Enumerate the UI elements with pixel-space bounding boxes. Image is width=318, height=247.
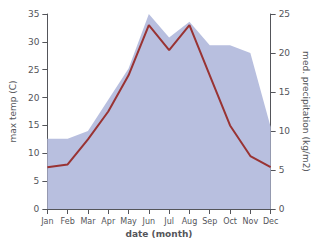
svg-text:date (month): date (month) [126,229,193,239]
svg-text:Nov: Nov [243,217,259,226]
svg-text:Dec: Dec [263,217,278,226]
svg-text:5: 5 [34,176,40,186]
svg-text:Mar: Mar [80,217,96,226]
svg-text:Aug: Aug [182,217,198,226]
svg-text:Apr: Apr [101,217,116,226]
svg-text:10: 10 [28,148,40,158]
svg-text:max temp (C): max temp (C) [8,80,18,142]
svg-text:med. precipitation (kg/m2): med. precipitation (kg/m2) [301,51,311,172]
svg-text:Feb: Feb [61,217,75,226]
svg-text:Jul: Jul [163,217,174,226]
svg-text:5: 5 [279,165,285,175]
svg-text:15: 15 [279,87,290,97]
svg-text:Jan: Jan [40,217,53,226]
svg-text:Oct: Oct [223,217,237,226]
svg-text:0: 0 [34,204,40,214]
svg-text:Sep: Sep [202,217,217,226]
svg-text:Jun: Jun [142,217,156,226]
svg-text:35: 35 [28,9,39,19]
svg-text:0: 0 [279,204,285,214]
svg-text:10: 10 [279,126,291,136]
svg-text:20: 20 [28,93,40,103]
svg-text:15: 15 [28,120,39,130]
svg-text:30: 30 [28,37,40,47]
svg-text:25: 25 [279,9,290,19]
svg-text:May: May [120,217,137,226]
svg-text:25: 25 [28,65,39,75]
svg-text:20: 20 [279,48,291,58]
